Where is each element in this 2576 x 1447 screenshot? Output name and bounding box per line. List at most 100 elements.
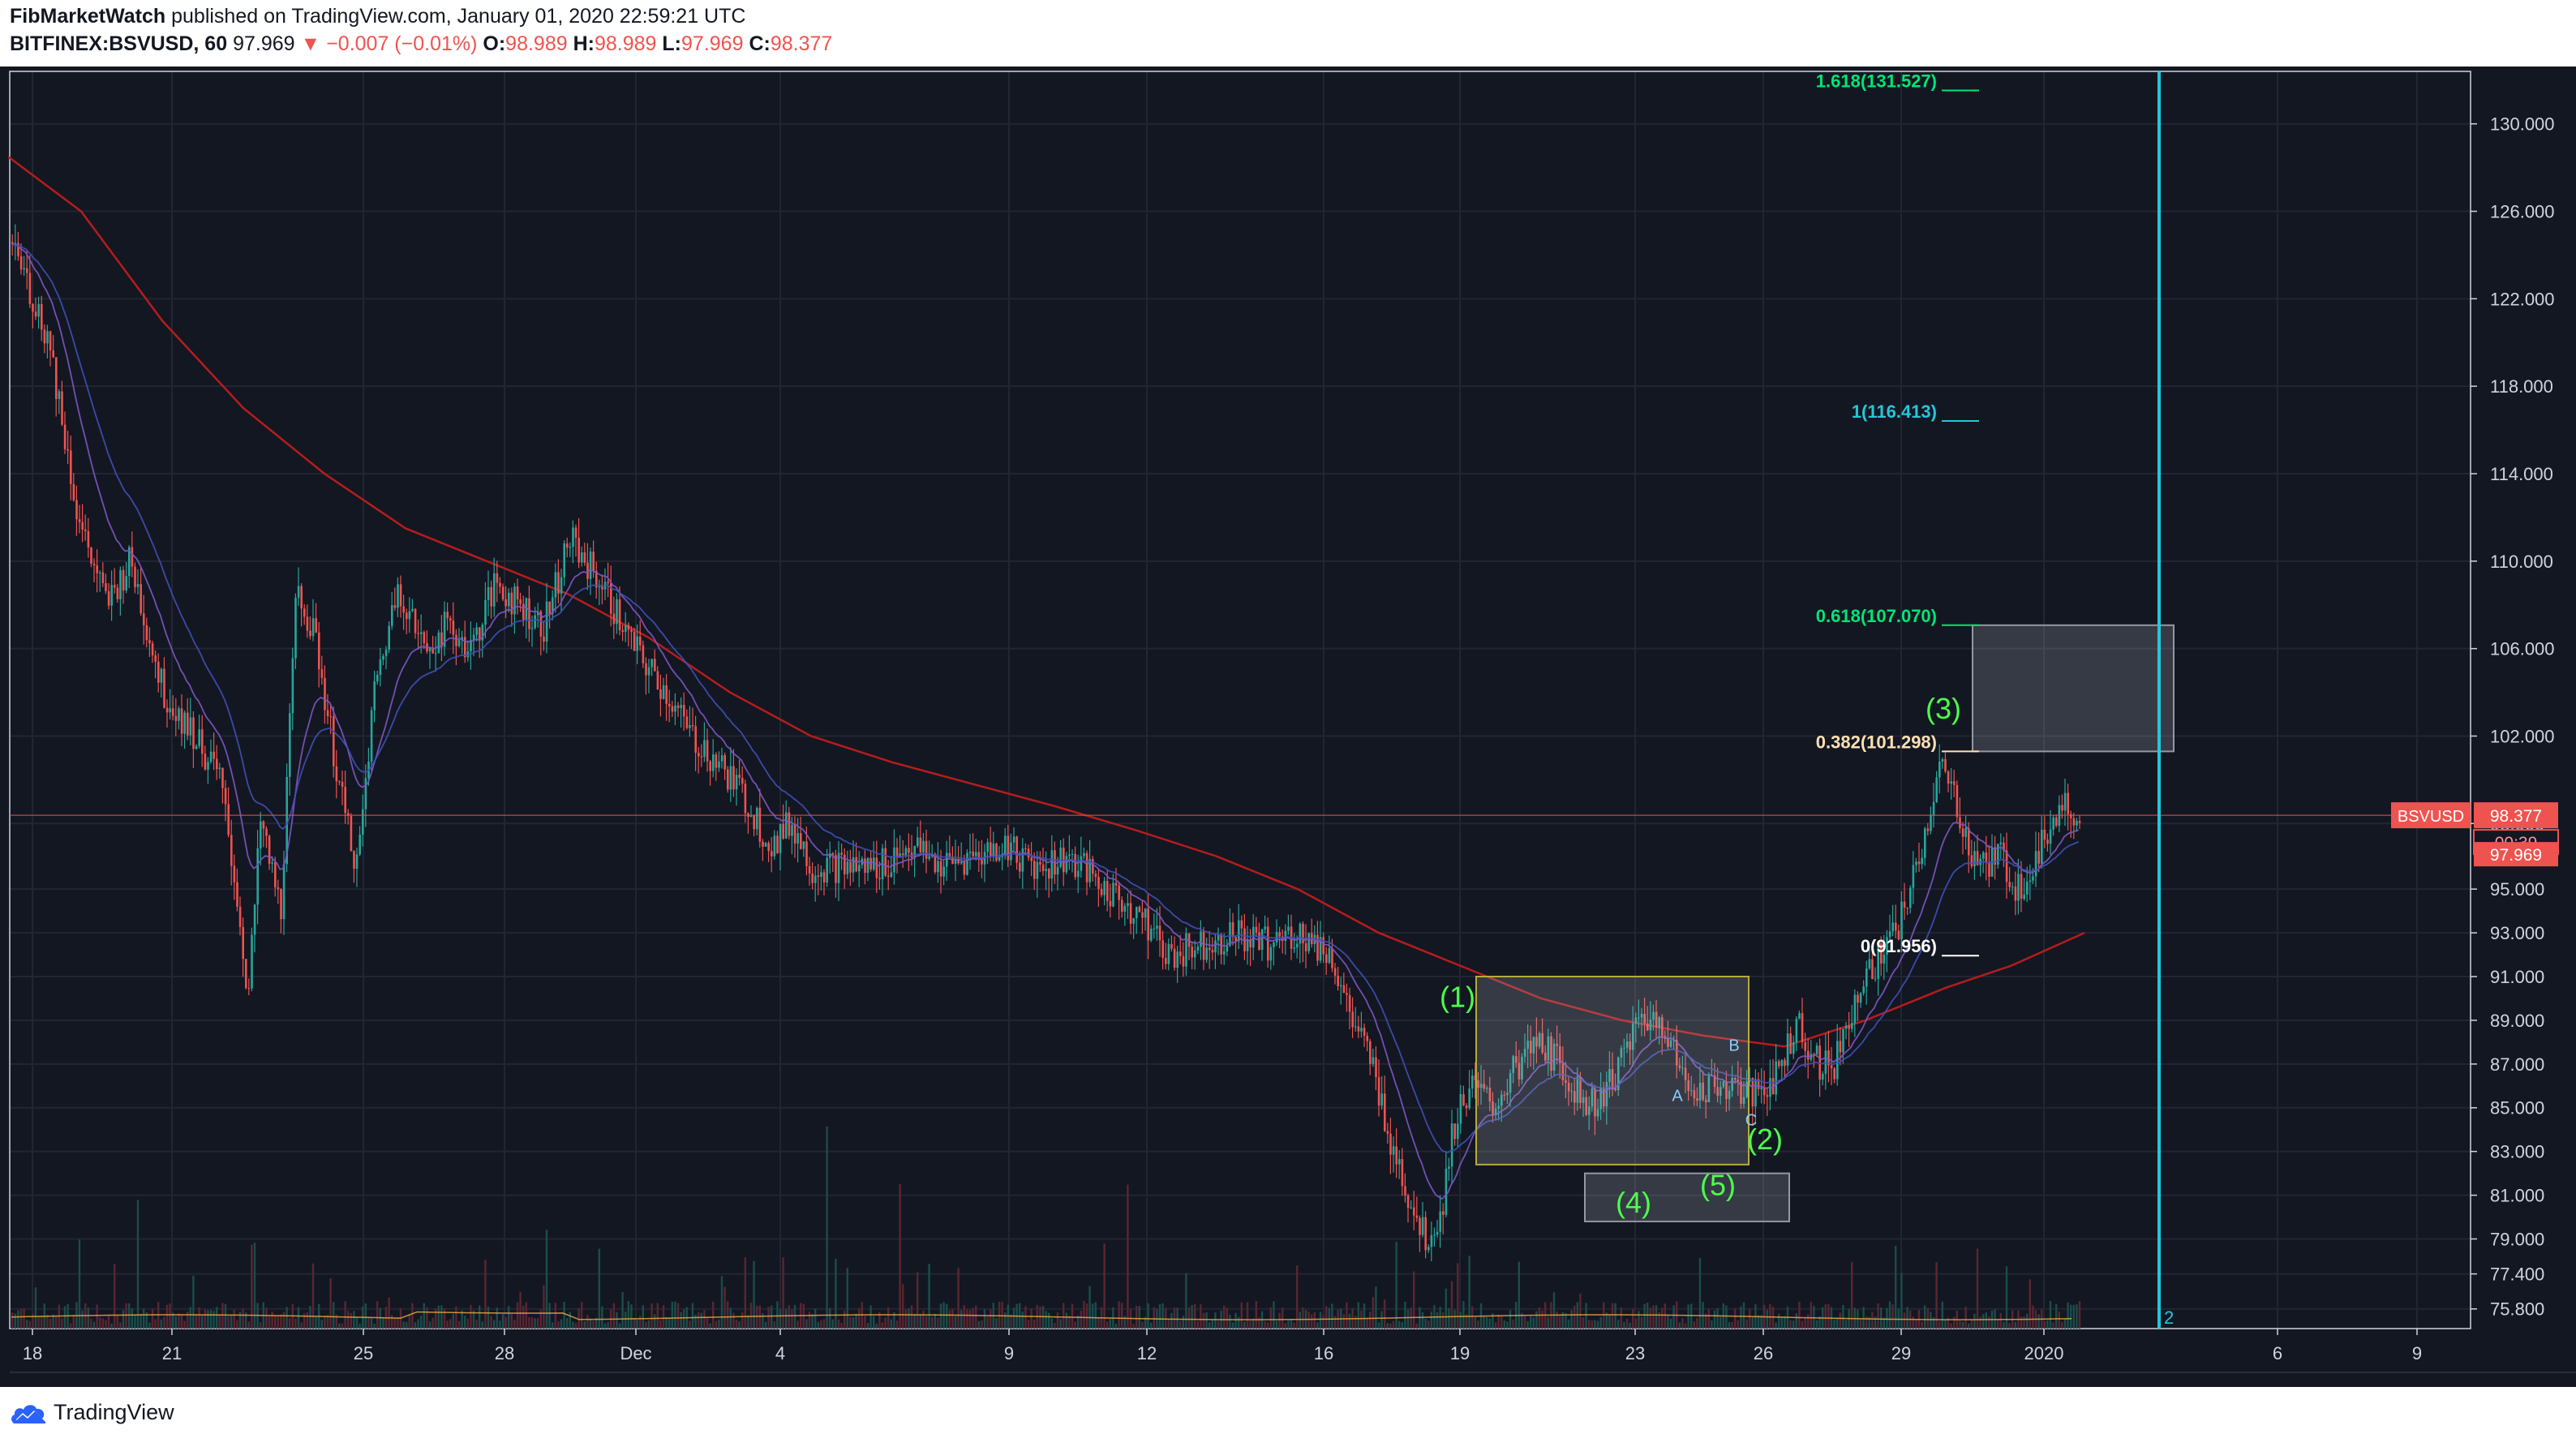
volume-bar (627, 1301, 629, 1329)
volume-bar (1357, 1302, 1359, 1329)
volume-bar (417, 1319, 419, 1329)
volume-bar (1655, 1305, 1658, 1329)
open-label: O: (483, 32, 506, 55)
candle-body (1728, 1090, 1731, 1099)
volume-bar (1658, 1312, 1660, 1329)
candle-body (1620, 1048, 1623, 1058)
volume-bar (1307, 1311, 1310, 1329)
volume-bar (2072, 1304, 2075, 1329)
candle-body (1565, 1080, 1567, 1083)
volume-bar (1999, 1312, 2002, 1329)
candle-body (41, 303, 43, 330)
volume-bar (1421, 1312, 1424, 1329)
volume-bar (204, 1309, 206, 1329)
volume-bar (2067, 1302, 2069, 1329)
candle-body (683, 705, 685, 717)
volume-bar (1687, 1304, 1689, 1329)
candle-body (946, 852, 948, 867)
volume-bar (221, 1303, 224, 1329)
candle-body (1039, 861, 1041, 865)
candle-body (1296, 943, 1299, 948)
volume-bar (1138, 1306, 1140, 1329)
candle-body (1024, 848, 1027, 849)
volume-bar (446, 1320, 449, 1329)
candle-body (289, 713, 291, 777)
volume-bar (472, 1310, 475, 1329)
volume-bar (1366, 1318, 1368, 1329)
close-label: C: (749, 32, 771, 55)
candle-body (376, 675, 379, 682)
volume-bar (464, 1316, 466, 1329)
volume-bar (224, 1303, 227, 1329)
volume-bar (654, 1314, 656, 1329)
volume-bar (216, 1307, 218, 1329)
volume-bar (218, 1315, 221, 1329)
abc-label: B (1728, 1037, 1739, 1055)
volume-bar (1926, 1307, 1929, 1329)
candle-body (1360, 1028, 1363, 1032)
candle-body (1789, 1033, 1792, 1054)
volume-bar (1591, 1320, 1593, 1329)
volume-bar (1707, 1309, 1710, 1329)
candle-body (811, 873, 814, 883)
candle-body (756, 807, 758, 830)
candle-body (183, 712, 186, 734)
candle-body (727, 769, 729, 790)
candle-body (1956, 784, 1959, 818)
volume-bar (233, 1309, 235, 1329)
volume-bar (1509, 1310, 1512, 1329)
candle-body (420, 632, 423, 634)
volume-bar (1579, 1293, 1582, 1329)
candle-body (1895, 922, 1897, 931)
candle-body (1561, 1063, 1565, 1080)
volume-bar (2020, 1316, 2023, 1329)
chart-area[interactable]: 1.618(131.527) 1(116.413) 0.618(107.070) 0.… (0, 67, 2576, 1387)
candle-body (2067, 792, 2069, 814)
candle-body (1129, 903, 1132, 924)
close-value: 98.377 (770, 32, 833, 55)
candle-body (1404, 1186, 1406, 1196)
candle-body (61, 391, 63, 425)
candle-body (1926, 828, 1930, 831)
volume-bar (1313, 1312, 1316, 1329)
volume-bar (656, 1303, 659, 1329)
volume-bar (1299, 1312, 1301, 1329)
candle-body (151, 643, 154, 656)
volume-bar (1807, 1314, 1810, 1329)
candle-body (513, 586, 516, 615)
candle-body (1209, 947, 1211, 951)
price-chart[interactable]: 1.618(131.527) 1(116.413) 0.618(107.070) 0.… (0, 67, 2576, 1387)
volume-bar (11, 1312, 14, 1329)
volume-bar (26, 1320, 28, 1329)
volume-bar (1912, 1316, 1914, 1329)
candle-body (1442, 1211, 1445, 1215)
candle-body (1127, 903, 1129, 906)
volume-bar (1316, 1322, 1319, 1329)
volume-bar (1844, 1320, 1848, 1329)
high-value: 98.989 (594, 32, 657, 55)
volume-bar (165, 1304, 169, 1329)
volume-bar (1255, 1301, 1257, 1329)
candle-body (712, 754, 715, 771)
volume-bar (764, 1321, 767, 1329)
candle-body (1725, 1081, 1728, 1099)
volume-bar (1442, 1312, 1445, 1329)
author-name[interactable]: FibMarketWatch (10, 5, 166, 28)
candle-body (1328, 947, 1331, 964)
candle-body (954, 859, 957, 864)
last-value: 97.969 (233, 32, 295, 55)
price-axis-label: 110.000 (2490, 552, 2553, 572)
volume-bar (1063, 1303, 1065, 1329)
volume-bar (1056, 1312, 1059, 1329)
volume-bar (1518, 1261, 1520, 1329)
candle-body (1716, 1087, 1719, 1096)
volume-bar (1127, 1184, 1129, 1329)
volume-bar (563, 1301, 565, 1329)
candle-body (922, 840, 925, 852)
candle-body (180, 708, 183, 734)
tradingview-logo[interactable]: TradingView (10, 1400, 174, 1425)
candle-body (163, 668, 165, 708)
volume-bar (1696, 1317, 1698, 1329)
candle-body (1576, 1076, 1579, 1103)
volume-bar (1165, 1307, 1167, 1329)
